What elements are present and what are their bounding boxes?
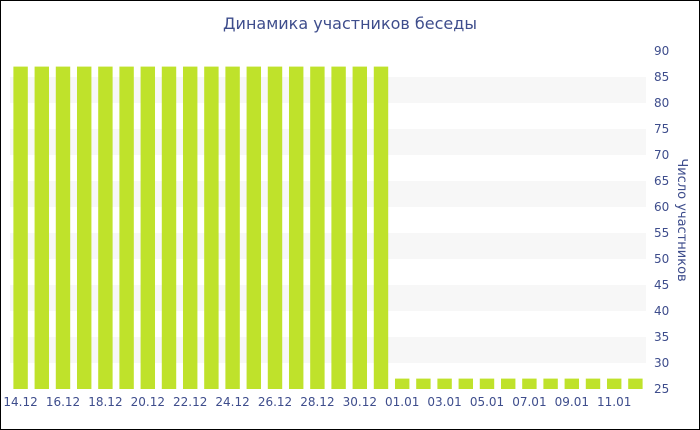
x-tick-label: 22.12	[173, 395, 207, 409]
x-tick-label: 09.01	[555, 395, 589, 409]
x-tick-label: 18.12	[88, 395, 122, 409]
bar-06.01	[500, 378, 516, 389]
grid-bands	[10, 77, 646, 363]
bar-14.12	[13, 66, 28, 389]
y-tick-label: 30	[654, 356, 669, 370]
y-tick-label: 60	[654, 200, 669, 214]
bar-30.12	[352, 66, 368, 389]
bar-21.12	[161, 66, 177, 389]
y-tick-label: 40	[654, 304, 669, 318]
grid-band	[10, 181, 646, 207]
bar-26.12	[267, 66, 283, 389]
bar-27.12	[288, 66, 304, 389]
bar-08.01	[543, 378, 558, 389]
bar-16.12	[55, 66, 71, 389]
x-tick-label: 11.01	[597, 395, 631, 409]
x-tick-label: 07.01	[512, 395, 546, 409]
bar-04.01	[458, 378, 474, 389]
y-tick-label: 25	[654, 382, 669, 396]
chart-title: Динамика участников беседы	[223, 14, 477, 33]
x-tick-label: 30.12	[343, 395, 377, 409]
bar-01.01	[394, 378, 410, 389]
y-tick-label: 70	[654, 148, 669, 162]
grid-band	[10, 337, 646, 363]
bar-02.01	[416, 378, 431, 389]
y-tick-label: 85	[654, 70, 669, 84]
bar-09.01	[564, 378, 580, 389]
x-tick-label: 24.12	[215, 395, 249, 409]
grid-band	[10, 77, 646, 103]
bar-22.12	[182, 66, 198, 389]
x-tick-label: 20.12	[131, 395, 165, 409]
y-axis-ticks: 25 30 35 40 45 50 55 60 65 70 75 80 85 90	[654, 44, 669, 396]
grid-band	[10, 285, 646, 311]
x-tick-label: 03.01	[427, 395, 461, 409]
bar-28.12	[310, 66, 325, 389]
y-tick-label: 75	[654, 122, 669, 136]
grid-band	[10, 233, 646, 259]
y-tick-label: 35	[654, 330, 669, 344]
bar-05.01	[479, 378, 495, 389]
bar-23.12	[204, 66, 219, 389]
bar-29.12	[331, 66, 346, 389]
y-axis-label: Число участников	[674, 158, 689, 281]
x-tick-label: 28.12	[300, 395, 334, 409]
bar-25.12	[246, 66, 262, 389]
x-tick-label: 16.12	[46, 395, 80, 409]
bar-07.01	[522, 378, 537, 389]
y-tick-label: 45	[654, 278, 669, 292]
x-tick-label: 01.01	[385, 395, 419, 409]
bar-17.12	[76, 66, 92, 389]
y-tick-label: 55	[654, 226, 669, 240]
bar-15.12	[34, 66, 50, 389]
bar-19.12	[119, 66, 134, 389]
bar-03.01	[437, 378, 452, 389]
x-tick-label: 26.12	[258, 395, 292, 409]
x-tick-label: 05.01	[470, 395, 504, 409]
y-tick-label: 65	[654, 174, 669, 188]
bars	[13, 66, 643, 389]
bar-10.01	[585, 378, 601, 389]
grid-band	[10, 129, 646, 155]
x-axis-ticks: 14.12 16.12 18.12 20.12 22.12 24.12 26.12 28.12…	[3, 395, 631, 409]
bar-31.12	[373, 66, 389, 389]
x-tick-label: 14.12	[3, 395, 37, 409]
y-tick-label: 90	[654, 44, 669, 58]
bar-20.12	[140, 66, 156, 389]
y-tick-label: 50	[654, 252, 669, 266]
bar-24.12	[225, 66, 240, 389]
bar-18.12	[98, 66, 113, 389]
y-tick-label: 80	[654, 96, 669, 110]
bar-11.01	[606, 378, 622, 389]
bar-12.01	[628, 378, 643, 389]
